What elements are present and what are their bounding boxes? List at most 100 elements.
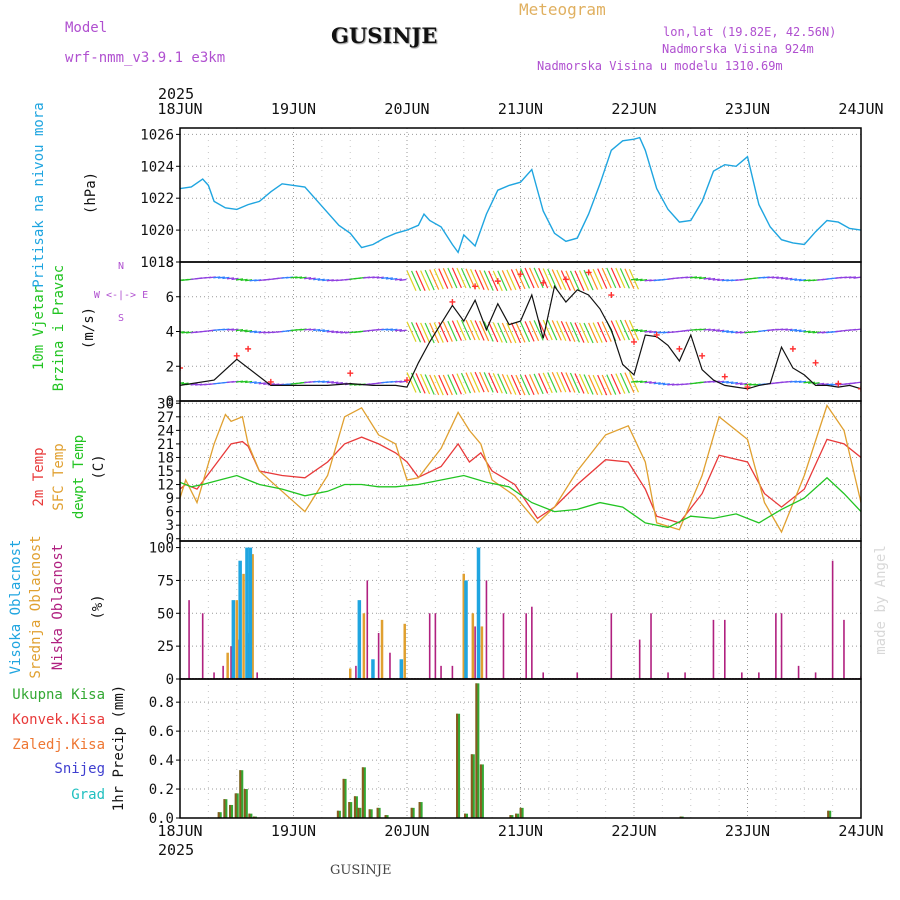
precip-conv-bar [248, 813, 251, 818]
x-tick-label-bottom: 19JUN [271, 822, 316, 840]
wind-vector [533, 320, 544, 341]
y-tick-label-temperature: 24 [157, 423, 174, 439]
wind-gust-mark [653, 331, 660, 338]
wind-vector [245, 279, 253, 282]
wind-vector [240, 380, 248, 383]
y-tick-label-pressure: 1018 [140, 255, 174, 271]
wind-vector [821, 383, 829, 386]
x-tick-label-top: 20JUN [384, 100, 429, 118]
wind-vector [649, 381, 657, 384]
cloud-mid-bar [403, 623, 406, 679]
wind-vector [588, 322, 599, 344]
wind-vector [694, 276, 702, 279]
x-tick-label-bottom: 22JUN [611, 822, 656, 840]
wind-compass-s: S [118, 313, 124, 324]
y-tick-label-wind: 8 [166, 255, 174, 271]
y-tick-label-cloud: 100 [149, 541, 174, 557]
wind-vector [565, 321, 576, 343]
wind-vector [610, 320, 621, 341]
wind-vector [429, 374, 440, 396]
wind-vector [258, 382, 266, 385]
wind-vector [574, 373, 585, 394]
wind-vector [456, 320, 467, 341]
wind-vector [460, 268, 472, 289]
cloud-high-bar [476, 547, 481, 679]
wind-vector [726, 381, 734, 384]
panel-cloud [180, 541, 861, 679]
wind-vector [304, 277, 312, 280]
wind-vector [798, 380, 807, 384]
wind-vector [785, 328, 793, 331]
wind-vector [322, 380, 330, 383]
wind-vector [376, 276, 384, 279]
precip-conv-bar [368, 809, 371, 818]
y-tick-label-temperature: 0 [166, 532, 174, 548]
wind-vector [415, 373, 426, 394]
watermark: made by Angel [873, 545, 889, 655]
wind-vector [529, 374, 540, 395]
cloud-mid-bar [349, 668, 352, 679]
wind-vector [447, 320, 458, 342]
cloud-low-bar [531, 606, 533, 679]
y-tick-label-wind: 2 [166, 359, 174, 375]
wind-gust-mark [494, 278, 501, 285]
wind-vector [470, 372, 481, 393]
wind-vector [542, 319, 553, 341]
wind-vector [326, 381, 334, 384]
station-title: GUSINJE [331, 23, 438, 48]
wind-vector [569, 322, 580, 343]
precip-conv-bar [410, 807, 413, 818]
precip-conv-bar [361, 767, 364, 818]
wind-vector [639, 329, 648, 333]
y-tick-label-cloud: 0 [166, 672, 174, 688]
wind-vector [313, 328, 321, 332]
wind-vector [447, 374, 458, 395]
wind-vector [313, 278, 321, 281]
wind-vector [807, 381, 816, 384]
cloud-low-bar [474, 626, 476, 679]
wind-gust-mark [608, 292, 615, 299]
wind-vector [331, 330, 339, 334]
precip-conv-bar [470, 754, 473, 818]
cloud-high-bar [399, 659, 404, 679]
wind-ylabel: (m/s) [81, 307, 97, 349]
wind-vector [569, 270, 580, 292]
wind-vector [551, 320, 562, 341]
cloud-low-bar [502, 613, 505, 679]
cloud-high-bar [248, 547, 253, 679]
wind-vector [510, 269, 521, 290]
wind-gust-mark [180, 364, 183, 371]
wind-vector [492, 372, 503, 394]
wind-vector [624, 319, 635, 341]
wind-vector [410, 321, 422, 343]
cloud-low-bar [434, 613, 437, 679]
wind-vector [789, 278, 797, 281]
wind-vector [565, 372, 576, 393]
cloud-high-bar [357, 600, 362, 679]
wind-vector [294, 276, 303, 279]
cloud-low-bar [576, 672, 579, 679]
model-label: Model [65, 20, 108, 36]
y-tick-label-temperature: 27 [157, 410, 174, 426]
wind-vector [429, 269, 440, 290]
y-tick-label-cloud: 25 [157, 639, 174, 655]
wind-vector [597, 374, 608, 396]
wind-vector [424, 269, 435, 291]
wind-vector [326, 330, 334, 333]
wind-vector [235, 380, 244, 383]
wind-vector [442, 267, 453, 289]
wind-vector [624, 372, 635, 393]
wind-vector [776, 276, 784, 280]
wind-gust-mark [858, 385, 861, 392]
wind-vector [424, 322, 435, 344]
wind-vector [254, 381, 262, 385]
wind-vector [524, 321, 535, 342]
wind-vector [447, 267, 458, 289]
cloud-low-bar [222, 665, 224, 679]
wind-vector [601, 374, 612, 396]
y-tick-label-temperature: 18 [157, 450, 174, 466]
wind-vector [231, 328, 239, 331]
wind-vector [394, 278, 403, 281]
precip-total-bar [509, 815, 514, 818]
cloud-low-bar [741, 672, 743, 679]
